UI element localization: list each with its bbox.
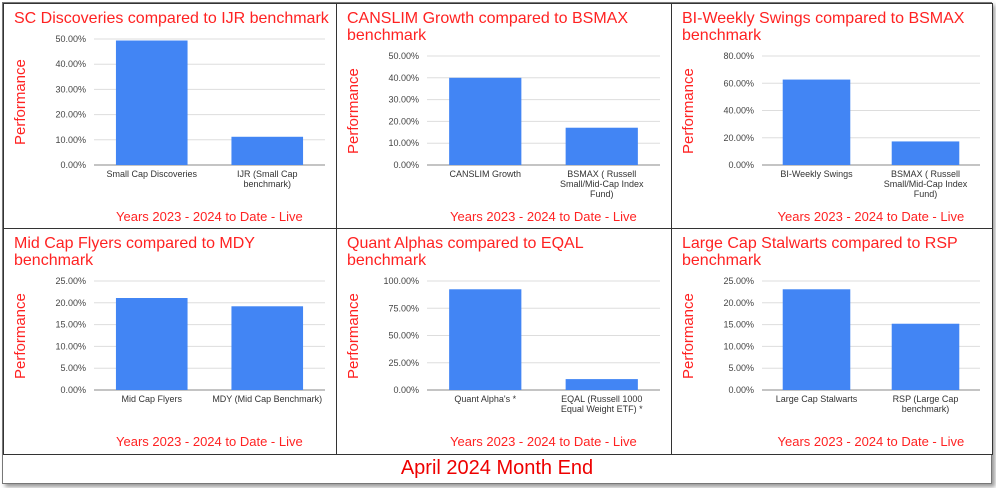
y-axis-label: Performance bbox=[680, 67, 697, 154]
bar bbox=[565, 379, 638, 390]
y-tick-label: 5.00% bbox=[60, 363, 86, 373]
y-tick-label: 20.00% bbox=[55, 110, 86, 120]
y-tick-label: 10.00% bbox=[388, 138, 419, 148]
bar bbox=[449, 289, 522, 390]
y-tick-label: 0.00% bbox=[393, 385, 419, 395]
y-tick-label: 40.00% bbox=[723, 106, 754, 116]
x-axis-label: Years 2023 - 2024 to Date - Live bbox=[116, 434, 303, 449]
x-tick-label: Large Cap Stalwarts bbox=[776, 394, 858, 404]
y-axis-label: Performance bbox=[12, 59, 29, 145]
y-tick-label: 40.00% bbox=[55, 59, 86, 69]
x-tick-label: CANSLIM Growth bbox=[449, 169, 521, 179]
chart-plot: 0.00% 25.00% 50.00% 75.00% 100.00% Quant Alph… bbox=[383, 276, 660, 414]
y-tick-label: 15.00% bbox=[55, 320, 86, 330]
x-tick-label: BSMAX ( Russell bbox=[567, 169, 636, 179]
y-tick-label: 50.00% bbox=[388, 51, 419, 61]
chart-panel: Quant Alphas compared to EQAL benchmark 0… bbox=[336, 228, 673, 455]
y-tick-label: 30.00% bbox=[388, 95, 419, 105]
y-axis-label: Performance bbox=[345, 292, 362, 379]
x-tick-label: benchmark) bbox=[902, 404, 950, 414]
bar bbox=[231, 306, 304, 390]
y-tick-label: 100.00% bbox=[383, 276, 419, 286]
bar bbox=[449, 77, 522, 165]
x-tick-label: MDY (Mid Cap Benchmark) bbox=[212, 394, 322, 404]
chart-title: SC Discoveries compared to IJR benchmark bbox=[14, 10, 329, 27]
y-tick-label: 10.00% bbox=[55, 341, 86, 351]
chart-panel: SC Discoveries compared to IJR benchmark… bbox=[3, 3, 338, 230]
x-tick-label: EQAL (Russell 1000 bbox=[561, 394, 642, 404]
x-tick-label: Small/Mid-Cap Index bbox=[884, 179, 968, 189]
y-tick-label: 25.00% bbox=[55, 276, 86, 286]
y-tick-label: 80.00% bbox=[723, 51, 754, 61]
x-axis-label: Years 2023 - 2024 to Date - Live bbox=[116, 209, 303, 224]
chart-title: Quant Alphas compared to EQAL benchmark bbox=[347, 235, 583, 269]
x-axis-label: Years 2023 - 2024 to Date - Live bbox=[777, 434, 965, 449]
chart-title: CANSLIM Growth compared to BSMAX benchma… bbox=[347, 10, 628, 44]
chart-panel: Mid Cap Flyers compared to MDY benchmark… bbox=[3, 228, 338, 455]
x-axis-label: Years 2023 - 2024 to Date - Live bbox=[450, 209, 637, 224]
y-tick-label: 60.00% bbox=[723, 78, 754, 88]
y-tick-label: 20.00% bbox=[723, 298, 754, 308]
y-tick-label: 20.00% bbox=[723, 133, 754, 143]
x-axis-label: Years 2023 - 2024 to Date - Live bbox=[450, 434, 637, 449]
chart-plot: 0.00% 5.00% 10.00% 15.00% 20.00% 25.00% Mid Ca… bbox=[55, 276, 325, 404]
y-axis-label: Performance bbox=[12, 292, 29, 379]
chart-title: Mid Cap Flyers compared to MDY benchmark bbox=[14, 235, 255, 269]
y-tick-label: 0.00% bbox=[393, 160, 419, 170]
y-tick-label: 20.00% bbox=[388, 116, 419, 126]
x-tick-label: Mid Cap Flyers bbox=[121, 394, 182, 404]
y-tick-label: 0.00% bbox=[728, 160, 754, 170]
y-tick-label: 0.00% bbox=[60, 385, 86, 395]
bar bbox=[231, 136, 304, 165]
y-tick-label: 20.00% bbox=[55, 298, 86, 308]
y-tick-label: 50.00% bbox=[55, 34, 86, 44]
y-tick-label: 10.00% bbox=[723, 341, 754, 351]
y-axis-label: Performance bbox=[680, 292, 697, 379]
y-tick-label: 30.00% bbox=[55, 84, 86, 94]
footer-title: April 2024 Month End bbox=[400, 457, 594, 479]
y-tick-label: 15.00% bbox=[723, 320, 754, 330]
x-tick-label: Fund) bbox=[914, 189, 938, 199]
bar bbox=[115, 40, 188, 165]
x-tick-label: BSMAX ( Russell bbox=[891, 169, 960, 179]
x-tick-label: RSP (Large Cap bbox=[893, 394, 959, 404]
x-axis-label: Years 2023 - 2024 to Date - Live bbox=[777, 209, 965, 224]
chart-panel: CANSLIM Growth compared to BSMAX benchma… bbox=[336, 3, 673, 230]
x-tick-label: Small Cap Discoveries bbox=[106, 169, 197, 179]
y-tick-label: 0.00% bbox=[60, 160, 86, 170]
chart-panel: Large Cap Stalwarts compared to RSP benc… bbox=[671, 228, 993, 455]
bar bbox=[782, 79, 851, 165]
bar bbox=[891, 323, 960, 390]
x-tick-label: benchmark) bbox=[243, 179, 291, 189]
y-tick-label: 25.00% bbox=[723, 276, 754, 286]
chart-plot: 0.00% 20.00% 40.00% 60.00% 80.00% BI-Weekly S… bbox=[723, 51, 980, 199]
chart-title: BI-Weekly Swings compared to BSMAX bench… bbox=[682, 10, 965, 44]
y-tick-label: 10.00% bbox=[55, 135, 86, 145]
y-tick-label: 5.00% bbox=[728, 363, 754, 373]
x-tick-label: Small/Mid-Cap Index bbox=[560, 179, 644, 189]
y-tick-label: 75.00% bbox=[388, 303, 419, 313]
y-tick-label: 0.00% bbox=[728, 385, 754, 395]
y-tick-label: 40.00% bbox=[388, 73, 419, 83]
y-axis-label: Performance bbox=[345, 67, 362, 154]
x-tick-label: IJR (Small Cap bbox=[237, 169, 298, 179]
bar bbox=[115, 298, 188, 390]
chart-title: Large Cap Stalwarts compared to RSP benc… bbox=[682, 235, 958, 269]
bar bbox=[565, 127, 638, 165]
x-tick-label: Equal Weight ETF) * bbox=[561, 404, 643, 414]
chart-plot: 0.00% 5.00% 10.00% 15.00% 20.00% 25.00% Large … bbox=[723, 276, 980, 414]
x-tick-label: Fund) bbox=[590, 189, 614, 199]
x-tick-label: BI-Weekly Swings bbox=[780, 169, 853, 179]
bar bbox=[891, 141, 960, 165]
y-tick-label: 25.00% bbox=[388, 358, 419, 368]
chart-plot: 0.00% 10.00% 20.00% 30.00% 40.00% 50.00% CANSL… bbox=[388, 51, 660, 199]
bar bbox=[782, 289, 851, 390]
chart-panel: BI-Weekly Swings compared to BSMAX bench… bbox=[671, 3, 993, 230]
chart-plot: 0.00% 10.00% 20.00% 30.00% 40.00% 50.00% Small… bbox=[55, 34, 325, 189]
x-tick-label: Quant Alpha's * bbox=[454, 394, 516, 404]
y-tick-label: 50.00% bbox=[388, 331, 419, 341]
